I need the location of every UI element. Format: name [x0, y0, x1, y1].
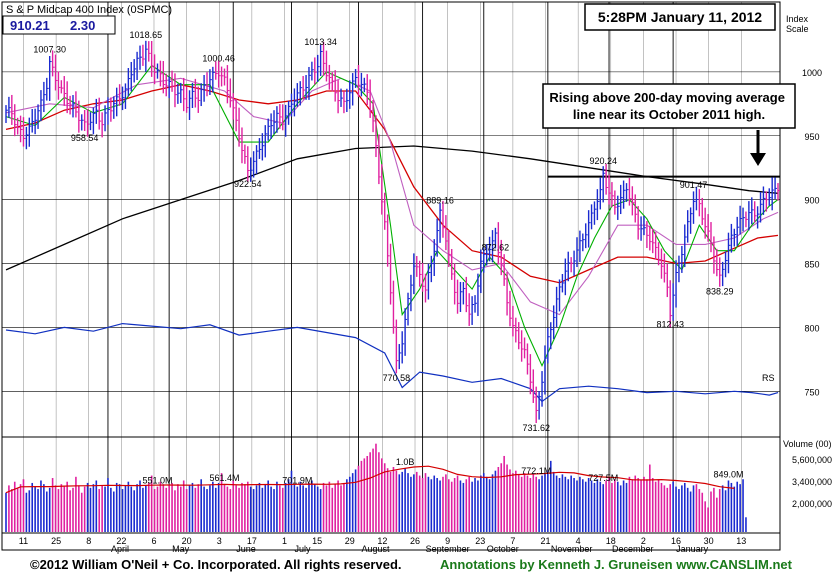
month-label: August	[361, 544, 390, 554]
x-tick-label: 1	[282, 536, 287, 546]
x-tick-label: 9	[445, 536, 450, 546]
volume-label: 701.9M	[282, 476, 312, 486]
y-tick-label: 850	[804, 260, 819, 270]
ma200-line	[5, 145, 779, 271]
x-tick-label: 30	[704, 536, 714, 546]
month-label: January	[676, 544, 709, 554]
price-label: 920.24	[589, 156, 617, 166]
x-tick-label: 17	[247, 536, 257, 546]
volume-tick-label: 2,000,000	[792, 499, 832, 509]
price-label: 838.29	[706, 286, 734, 296]
copyright: ©2012 William O'Neil + Co. Incorporated.…	[30, 557, 402, 572]
volume-tick-label: 5,600,000	[792, 455, 832, 465]
volume-label: 772.1M	[521, 466, 551, 476]
x-tick-label: 25	[51, 536, 61, 546]
footer: ©2012 William O'Neil + Co. Incorporated.…	[0, 555, 840, 575]
price-change: 2.30	[70, 18, 95, 33]
volume-label: 1.0B	[396, 457, 415, 467]
volume-label: 727.5M	[588, 473, 618, 483]
x-tick-label: 18	[606, 536, 616, 546]
price-label: 958.54	[71, 133, 99, 143]
month-label: September	[426, 544, 470, 554]
price-label: 889.16	[426, 195, 454, 205]
month-label: April	[111, 544, 129, 554]
month-label: November	[551, 544, 593, 554]
volume-label: 551.0M	[142, 476, 172, 486]
y-tick-label: 1000	[802, 68, 822, 78]
price-label: 922.54	[234, 179, 262, 189]
month-label: June	[236, 544, 256, 554]
month-label: May	[172, 544, 190, 554]
chart: 1007.30 958.54 1018.65 1000.46 922.54 1013.34…	[1, 1, 832, 554]
volume-label: 561.4M	[209, 473, 239, 483]
x-tick-label: 23	[475, 536, 485, 546]
ma20-path	[5, 77, 779, 316]
volume-label: 849.0M	[713, 469, 743, 479]
price-label: 1000.46	[202, 53, 235, 63]
timestamp: 5:28PM January 11, 2012	[598, 9, 762, 25]
annotation-credit: Annotations by Kenneth J. Gruneisen www.…	[440, 557, 792, 572]
current-price: 910.21	[10, 18, 50, 33]
y-tick-label: 900	[804, 196, 819, 206]
month-label: December	[612, 544, 654, 554]
annotation-box	[542, 83, 796, 129]
y-tick-label: 750	[804, 387, 819, 397]
rs-label: RS	[762, 373, 775, 383]
annotation-arrow-head	[750, 153, 766, 166]
volume-tick-label: 3,400,000	[792, 477, 832, 487]
price-label: 901.47	[680, 180, 708, 190]
x-tick-label: 26	[410, 536, 420, 546]
rs-line	[5, 322, 779, 403]
y-tick-label: 950	[804, 132, 819, 142]
x-tick-label: 13	[736, 536, 746, 546]
ma200-path	[5, 145, 779, 271]
x-tick-label: 8	[86, 536, 91, 546]
x-tick-label: 15	[312, 536, 322, 546]
price-bars	[5, 40, 780, 424]
timestamp-box	[584, 3, 776, 31]
scale-label: Index Scale	[786, 14, 811, 34]
x-tick-label: 4	[576, 536, 581, 546]
x-tick-label: 2	[641, 536, 646, 546]
price-box	[2, 15, 116, 35]
x-tick-label: 16	[671, 536, 681, 546]
y-tick-label: 800	[804, 323, 819, 333]
annotation-text: Rising above 200-day moving average line…	[549, 90, 788, 122]
price-label: 1007.30	[33, 45, 66, 55]
x-tick-label: 12	[377, 536, 387, 546]
rs-path	[5, 322, 779, 403]
price-label: 1018.65	[130, 30, 163, 40]
price-label: 770.58	[383, 373, 411, 383]
x-tick-label: 7	[510, 536, 515, 546]
price-label: 731.62	[522, 423, 550, 433]
x-tick-label: 20	[182, 536, 192, 546]
x-tick-label: 11	[19, 536, 28, 546]
volume-average-line	[5, 465, 735, 494]
volume-label: Volume (00)	[783, 439, 832, 449]
volume-bars	[5, 443, 747, 532]
price-label: 1013.34	[304, 37, 337, 47]
x-tick-label: 3	[217, 536, 222, 546]
x-tick-label: 22	[116, 536, 126, 546]
price-label: 812.43	[656, 320, 684, 330]
month-label: October	[487, 544, 519, 554]
price-label: 872.62	[482, 243, 510, 253]
x-tick-label: 6	[151, 536, 156, 546]
price-labels: 1007.30 958.54 1018.65 1000.46 922.54 1013.34…	[33, 30, 743, 486]
chart-title: S & P Midcap 400 Index (0SPMC)	[6, 4, 172, 16]
x-tick-label: 21	[541, 536, 551, 546]
x-tick-label: 29	[345, 536, 355, 546]
month-label: July	[294, 544, 311, 554]
ma20-line	[5, 77, 779, 316]
